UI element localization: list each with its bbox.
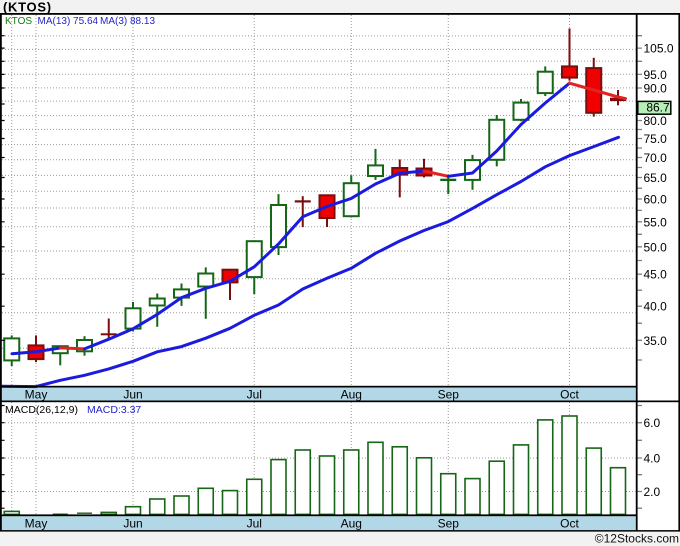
svg-text:Jul: Jul (247, 516, 262, 530)
svg-text:(KTOS): (KTOS) (3, 0, 52, 15)
svg-text:MACD:3.37: MACD:3.37 (87, 404, 141, 416)
svg-text:75.0: 75.0 (644, 132, 668, 146)
svg-text:90.0: 90.0 (644, 82, 668, 96)
svg-text:Jun: Jun (123, 516, 142, 530)
svg-text:50.0: 50.0 (644, 240, 668, 254)
svg-text:86.7: 86.7 (646, 101, 670, 115)
svg-text:Jul: Jul (247, 387, 262, 401)
svg-text:6.0: 6.0 (644, 416, 661, 430)
svg-text:70.0: 70.0 (644, 151, 668, 165)
svg-text:©12Stocks.com: ©12Stocks.com (595, 532, 679, 546)
svg-text:105.0: 105.0 (644, 42, 674, 56)
svg-text:Oct: Oct (560, 387, 579, 401)
svg-text:May: May (25, 516, 48, 530)
svg-text:Sep: Sep (438, 516, 460, 530)
svg-text:55.0: 55.0 (644, 215, 668, 229)
svg-text:MA(3) 88.13: MA(3) 88.13 (100, 16, 155, 27)
svg-text:2.0: 2.0 (644, 485, 661, 499)
svg-text:KTOS: KTOS (5, 16, 32, 27)
svg-text:MA(13) 75.64: MA(13) 75.64 (38, 16, 99, 27)
svg-text:40.0: 40.0 (644, 300, 668, 314)
svg-text:45.0: 45.0 (644, 268, 668, 282)
svg-text:MACD(26,12,9): MACD(26,12,9) (5, 404, 78, 416)
svg-text:Jun: Jun (123, 387, 142, 401)
svg-text:May: May (25, 387, 48, 401)
svg-text:Sep: Sep (438, 387, 460, 401)
svg-text:Oct: Oct (560, 516, 579, 530)
svg-text:Aug: Aug (341, 387, 362, 401)
svg-text:35.0: 35.0 (644, 334, 668, 348)
svg-text:65.0: 65.0 (644, 171, 668, 185)
svg-text:Aug: Aug (341, 516, 362, 530)
svg-text:60.0: 60.0 (644, 193, 668, 207)
svg-text:4.0: 4.0 (644, 452, 661, 466)
svg-text:95.0: 95.0 (644, 68, 668, 82)
svg-text:80.0: 80.0 (644, 114, 668, 128)
